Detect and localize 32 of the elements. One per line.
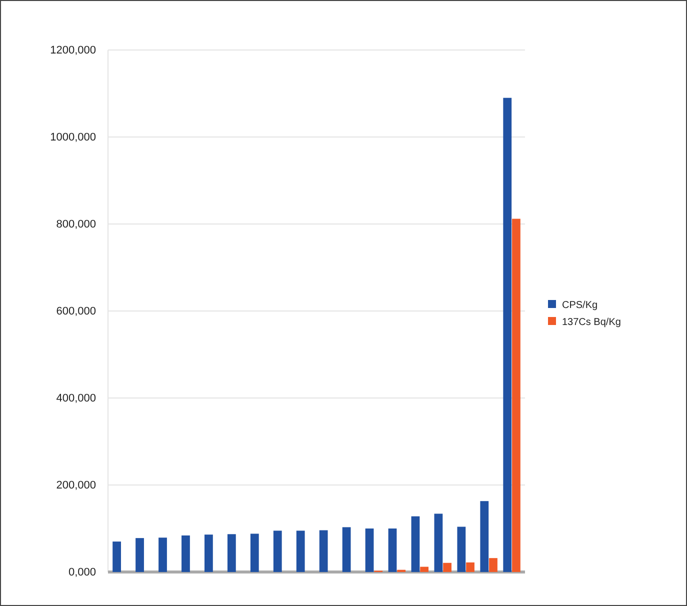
bar (227, 534, 236, 572)
legend-label: CPS/Kg (562, 300, 598, 311)
y-tick-label: 1200,000 (50, 44, 96, 57)
bar (434, 514, 443, 572)
bar (480, 501, 489, 572)
y-tick-label: 600,000 (56, 306, 96, 318)
bar (136, 538, 144, 572)
y-tick-label: 200,000 (56, 480, 96, 492)
bar (296, 530, 305, 572)
bar (204, 534, 213, 572)
bar (273, 530, 282, 572)
bar (365, 528, 374, 572)
bar (182, 535, 190, 572)
bar (112, 542, 121, 572)
bar (512, 218, 520, 572)
y-tick-label: 400,000 (56, 392, 96, 405)
bar (443, 562, 452, 572)
bar (158, 538, 167, 572)
y-tick-label: 800,000 (56, 218, 96, 231)
bar (411, 516, 420, 572)
legend-label: 137Cs Bq/Kg (562, 317, 621, 328)
y-tick-label: 0,000 (68, 566, 96, 579)
y-tick-label: 1000,000 (50, 132, 96, 144)
bar (420, 566, 429, 572)
bar (466, 562, 474, 572)
bar (342, 527, 351, 572)
bar (388, 528, 397, 572)
bar (503, 98, 512, 572)
bar (319, 530, 328, 572)
bar (250, 534, 259, 572)
bar (457, 526, 466, 572)
bar (489, 558, 498, 572)
